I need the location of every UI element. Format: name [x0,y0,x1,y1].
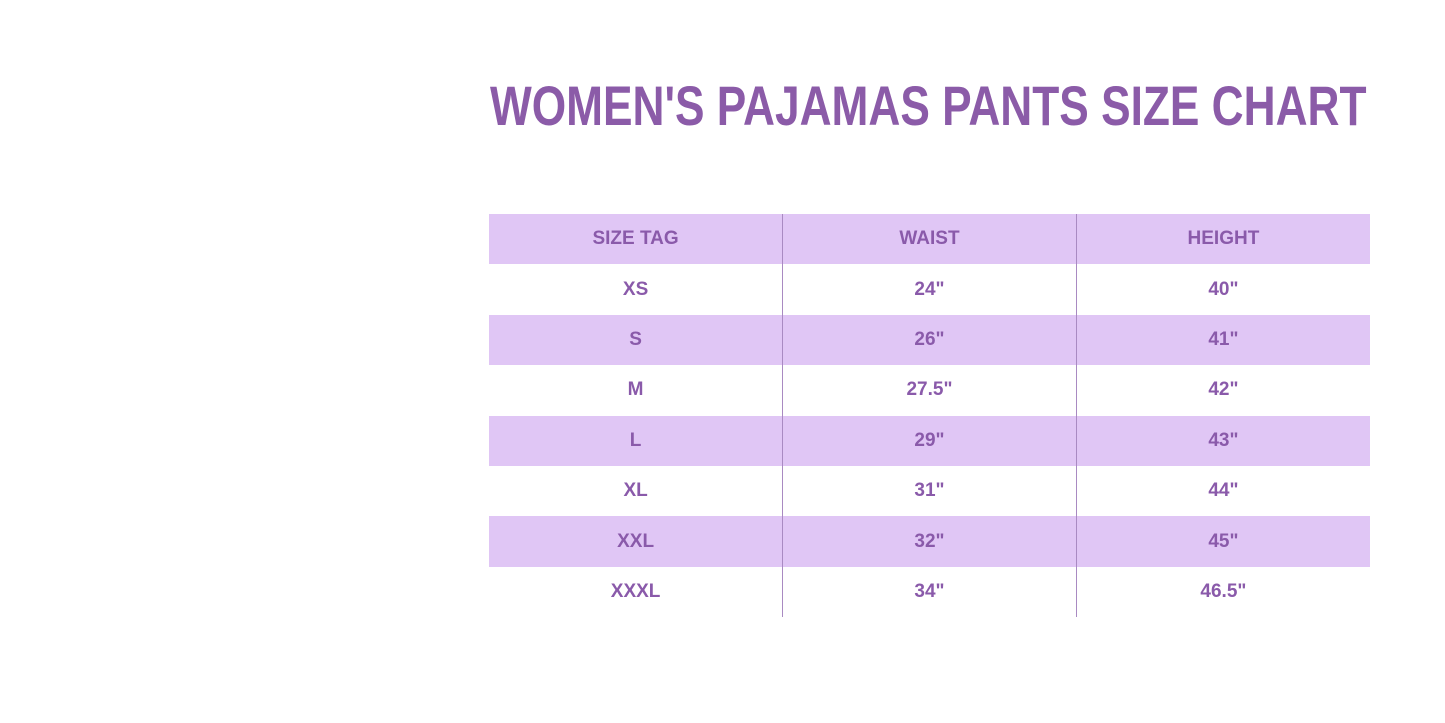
table-header-row: SIZE TAG WAIST HEIGHT [489,214,1370,265]
table-row: XL 31" 44" [489,465,1370,517]
table-row: XXL 32" 45" [489,516,1370,567]
waist-cell: 32" [782,516,1077,567]
waist-cell: 26" [782,314,1077,366]
size-tag-cell: XL [623,480,648,502]
table-row: M 27.5" 42" [489,365,1370,416]
size-tag-cell: L [629,429,642,451]
height-cell: 45" [1075,516,1370,567]
waist-cell: 34" [782,566,1077,618]
size-tag-cell: M [627,379,644,401]
size-chart-table: SIZE TAG WAIST HEIGHT XS 24" 40" S 26" 41" M 27… [489,214,1370,618]
height-cell: 43" [1075,415,1370,466]
height-cell: 42" [1075,365,1370,416]
table-row: S 26" 41" [489,314,1370,366]
table-row: L 29" 43" [489,415,1370,466]
waist-cell: 24" [782,264,1077,315]
header-waist: WAIST [782,214,1077,265]
waist-cell: 27.5" [782,365,1077,416]
page-title: WOMEN'S PAJAMAS PANTS SIZE CHART [490,74,1367,137]
height-cell: 40" [1075,264,1370,315]
waist-cell: 29" [782,415,1077,466]
height-cell: 41" [1075,314,1370,366]
size-tag-cell: XXXL [610,580,661,602]
size-tag-cell: XXL [617,530,655,552]
table-row: XXXL 34" 46.5" [489,566,1370,618]
height-cell: 44" [1075,465,1370,517]
header-height: HEIGHT [1075,214,1370,265]
size-tag-cell: S [629,328,642,350]
size-tag-cell: XS [622,278,649,300]
header-size-tag: SIZE TAG [592,228,679,250]
height-cell: 46.5" [1075,566,1370,618]
table-row: XS 24" 40" [489,264,1370,315]
waist-cell: 31" [782,465,1077,517]
